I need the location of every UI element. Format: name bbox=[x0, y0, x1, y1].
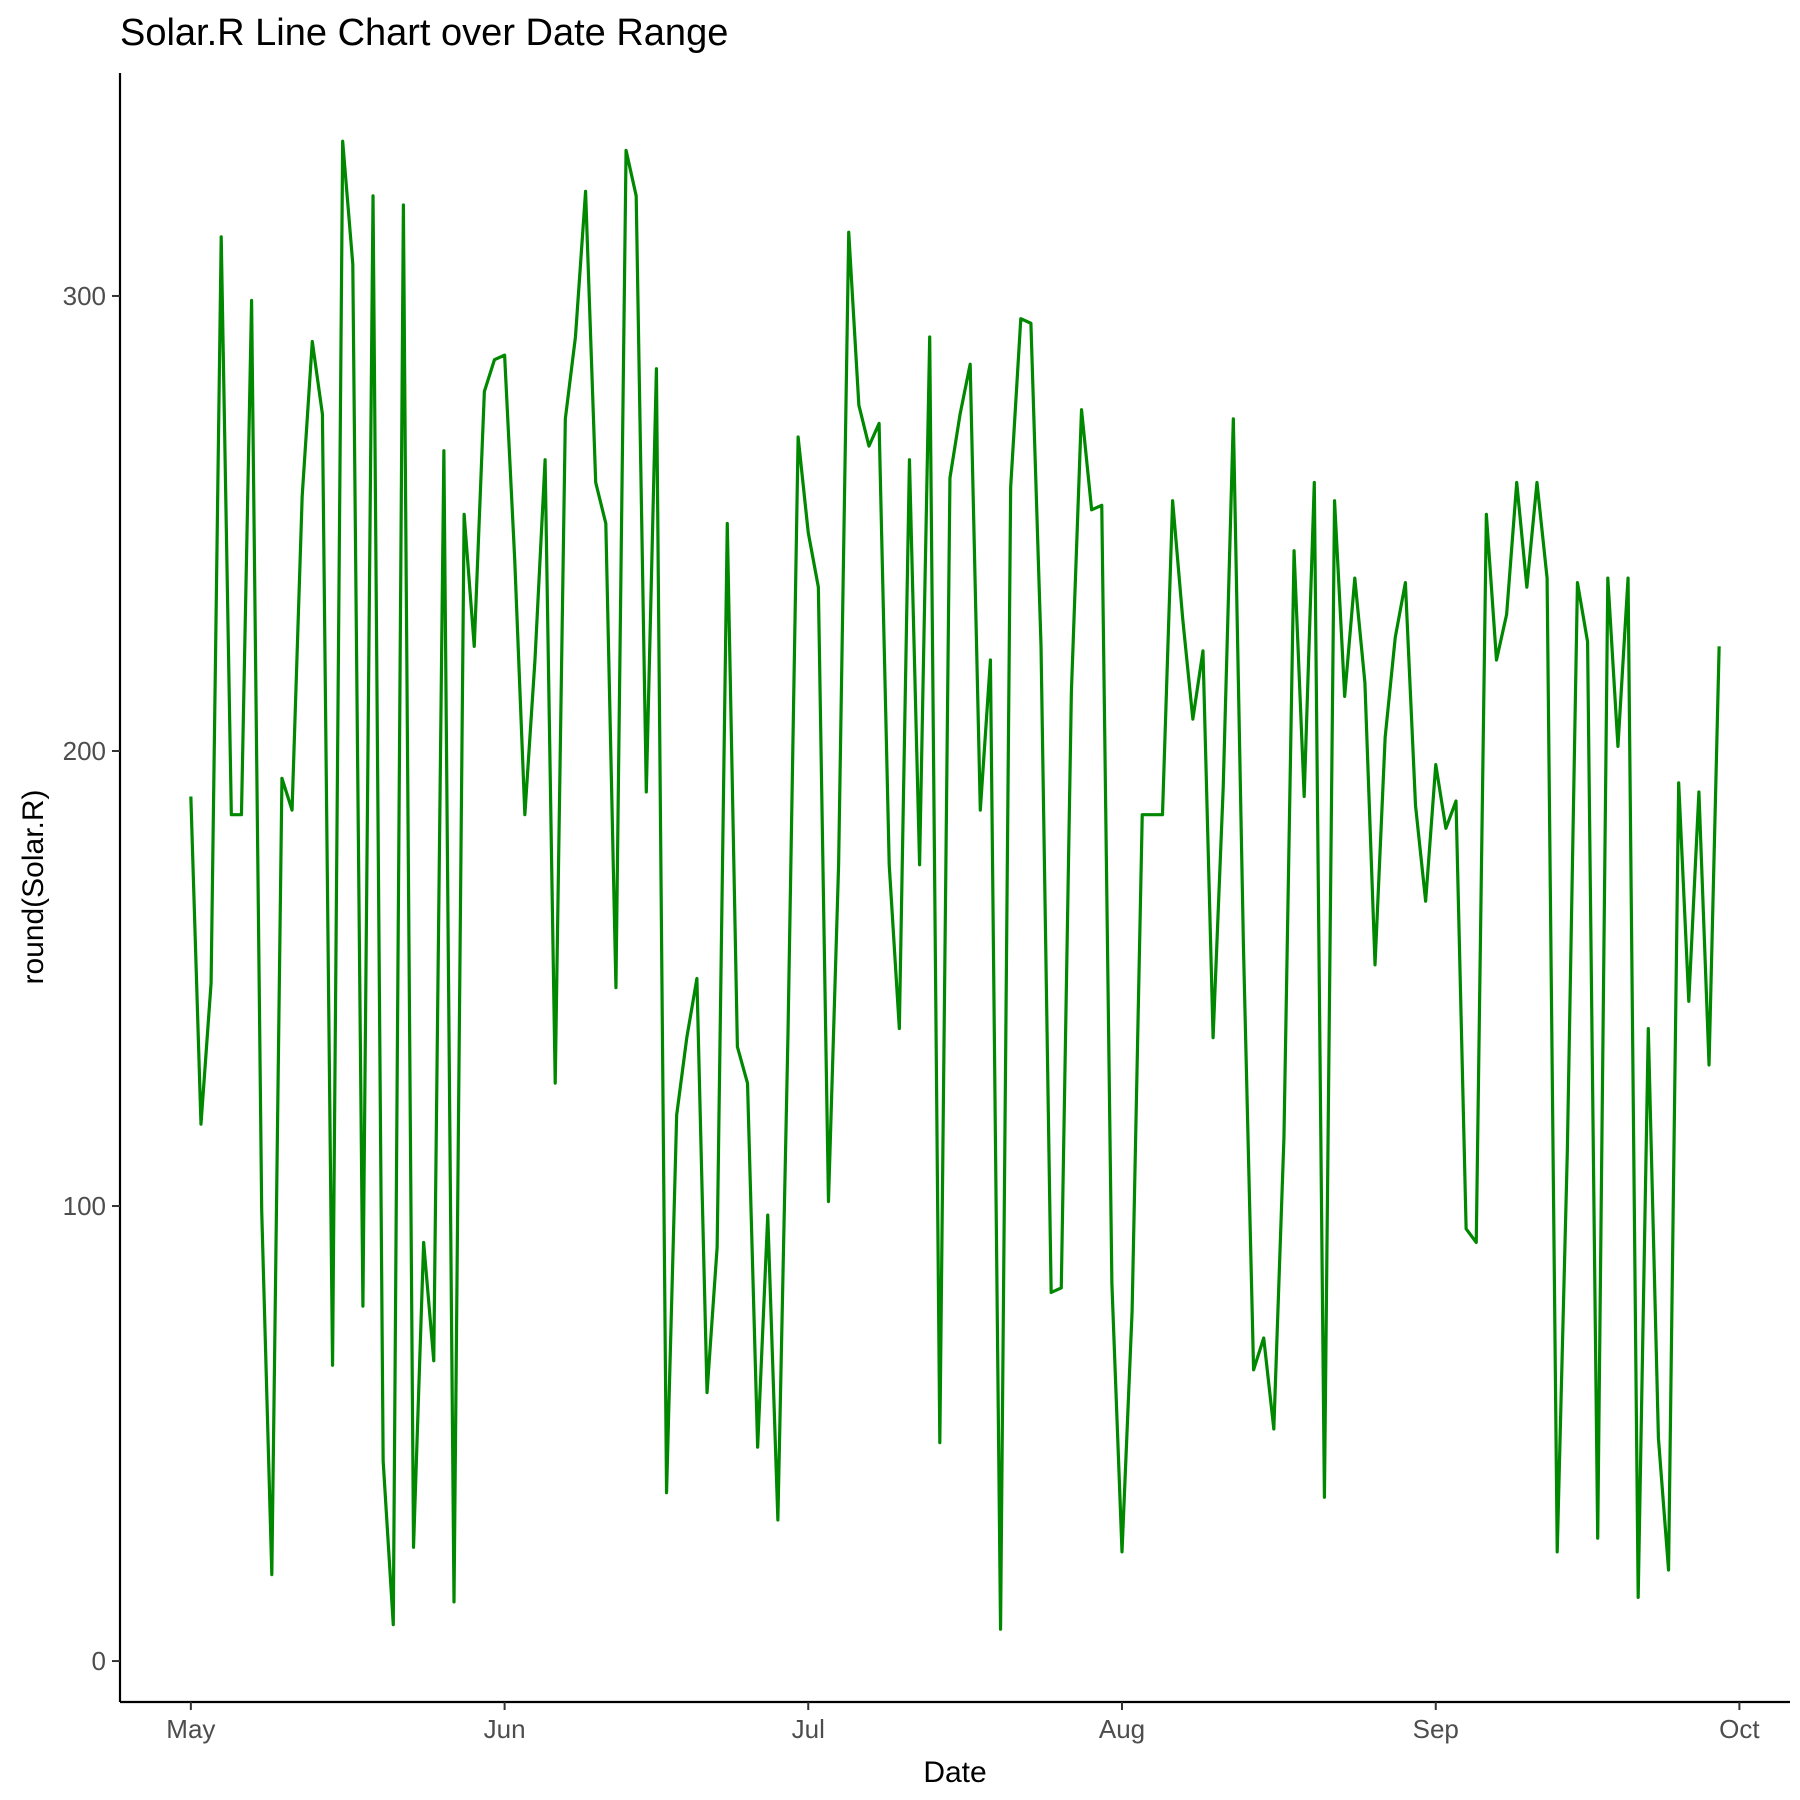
y-tick-label: 0 bbox=[92, 1646, 106, 1676]
y-tick-label: 200 bbox=[63, 736, 106, 766]
x-axis-title: Date bbox=[923, 1756, 986, 1789]
x-tick-label: May bbox=[166, 1714, 215, 1744]
x-tick-label: Sep bbox=[1413, 1714, 1459, 1744]
x-ticks: May Jun Jul Aug Sep Oct bbox=[166, 1702, 1760, 1744]
series-group bbox=[189, 139, 1721, 1631]
x-tick-label: Jun bbox=[484, 1714, 526, 1744]
plot-area: 0 100 200 300 May Jun Jul Aug Sep Oct bbox=[63, 73, 1790, 1744]
y-tick-label: 300 bbox=[63, 281, 106, 311]
chart-title: Solar.R Line Chart over Date Range bbox=[120, 12, 728, 54]
y-tick-label: 100 bbox=[63, 1191, 106, 1221]
y-ticks: 0 100 200 300 bbox=[63, 281, 120, 1676]
x-tick-label: Oct bbox=[1719, 1714, 1760, 1744]
x-tick-label: Jul bbox=[792, 1714, 825, 1744]
x-tick-label: Aug bbox=[1099, 1714, 1145, 1744]
series-line bbox=[189, 139, 1721, 1631]
y-axis-title: round(Solar.R) bbox=[17, 789, 50, 984]
